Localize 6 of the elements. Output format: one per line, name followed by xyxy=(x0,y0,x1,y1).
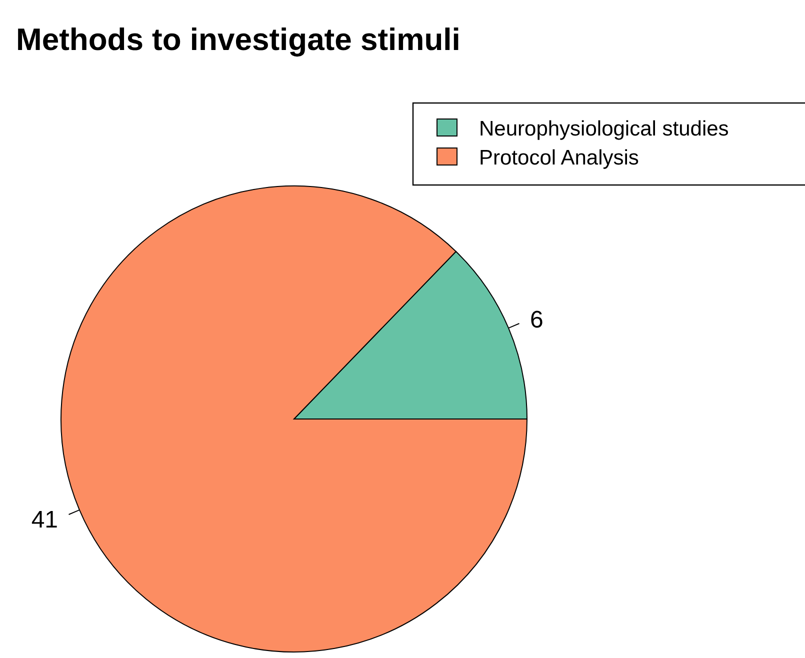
chart-title: Methods to investigate stimuli xyxy=(16,22,460,57)
data-label: 6 xyxy=(530,306,544,334)
legend-label: Neurophysiological studies xyxy=(479,117,729,140)
data-label: 41 xyxy=(31,506,58,534)
pie-slice xyxy=(60,186,528,652)
legend-label: Protocol Analysis xyxy=(479,146,639,170)
